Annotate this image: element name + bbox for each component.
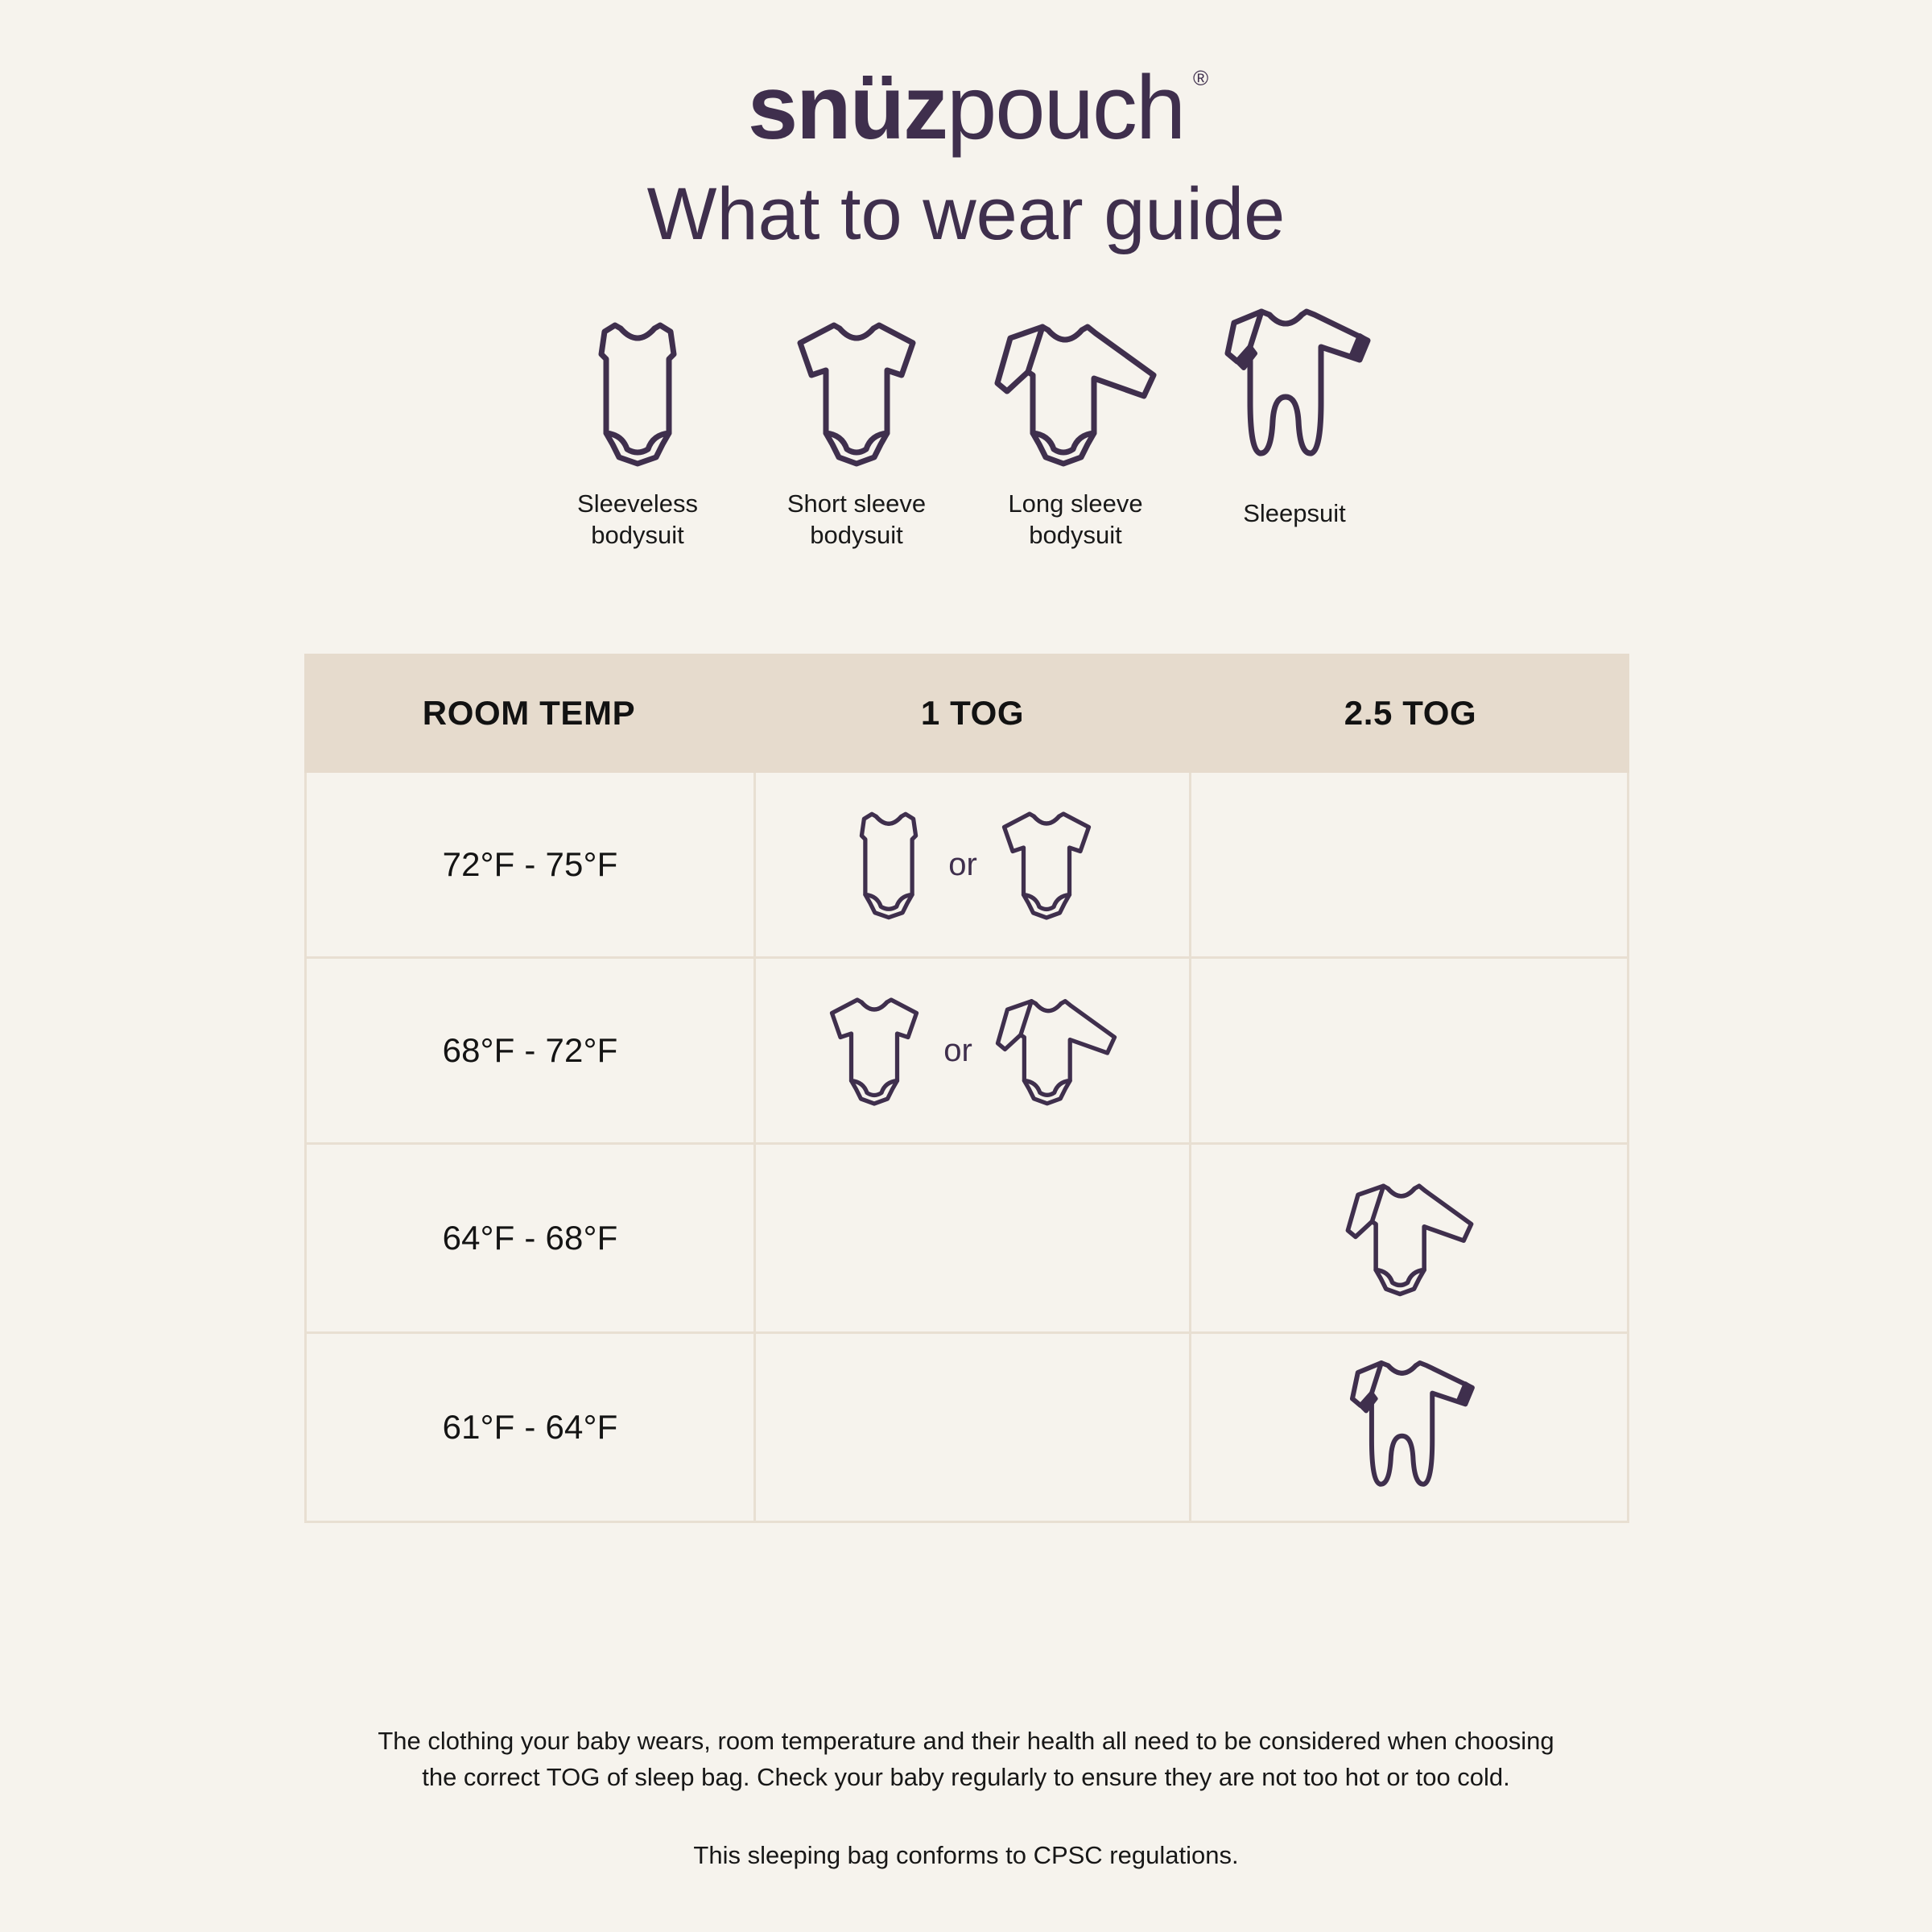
- legend-label: Short sleeve bodysuit: [786, 489, 927, 550]
- short-sleeve-bodysuit-icon: [1001, 811, 1091, 920]
- column-header-room-temp: ROOM TEMP: [422, 694, 636, 732]
- table-header-row: ROOM TEMP 1 TOG 2.5 TOG: [304, 654, 1629, 773]
- tog25-cell: [1191, 1145, 1629, 1331]
- room-temp-cell: 68°F - 72°F: [304, 959, 753, 1142]
- legend-item-sleeveless-bodysuit: Sleeveless bodysuit: [528, 300, 747, 551]
- page-title: What to wear guide: [646, 173, 1286, 255]
- table-row: 61°F - 64°F: [304, 1334, 1629, 1523]
- what-to-wear-table: ROOM TEMP 1 TOG 2.5 TOG 72°F - 75°F or: [304, 654, 1629, 1523]
- temp-range-label: 72°F - 75°F: [442, 845, 618, 883]
- long-sleeve-bodysuit-icon: [1345, 1183, 1473, 1297]
- legend-item-sleepsuit: Sleepsuit: [1185, 300, 1404, 530]
- table-row: 64°F - 68°F: [304, 1145, 1629, 1334]
- short-sleeve-bodysuit-icon: [830, 997, 919, 1106]
- sleepsuit-icon: [1349, 1360, 1475, 1487]
- tog25-cell: [1191, 773, 1629, 956]
- brand-logo: snüzpouch ®: [0, 0, 1932, 153]
- tog1-cell: or: [753, 773, 1191, 956]
- tog25-cell: [1191, 1334, 1629, 1521]
- tog1-cell: [753, 1334, 1191, 1521]
- legend-label: Sleepsuit: [1243, 498, 1346, 527]
- tog1-cell: [753, 1145, 1191, 1331]
- long-sleeve-bodysuit-icon: [983, 300, 1168, 473]
- brand-name-bold: snüz: [747, 57, 948, 158]
- or-separator-label: or: [943, 1032, 972, 1068]
- legend-label: Sleeveless bodysuit: [577, 489, 698, 550]
- sleepsuit-icon: [1210, 300, 1379, 473]
- table-row: 68°F - 72°F or: [304, 959, 1629, 1145]
- garment-legend: Sleeveless bodysuit Short sleeve bodysui…: [0, 300, 1932, 551]
- footer: The clothing your baby wears, room tempe…: [0, 1723, 1932, 1870]
- or-separator-label: or: [948, 846, 977, 882]
- tog25-cell: [1191, 959, 1629, 1142]
- room-temp-cell: 72°F - 75°F: [304, 773, 753, 956]
- long-sleeve-bodysuit-icon: [995, 999, 1117, 1106]
- column-header-2-5-tog: 2.5 TOG: [1344, 694, 1477, 732]
- legend-item-long-sleeve-bodysuit: Long sleeve bodysuit: [966, 300, 1185, 551]
- sleeveless-bodysuit-icon: [859, 811, 919, 920]
- legend-item-short-sleeve-bodysuit: Short sleeve bodysuit: [747, 300, 966, 551]
- table-row: 72°F - 75°F or: [304, 773, 1629, 959]
- short-sleeve-bodysuit-icon: [784, 300, 929, 473]
- legend-label: Long sleeve bodysuit: [1008, 489, 1143, 550]
- temp-range-label: 68°F - 72°F: [442, 1031, 618, 1069]
- temp-range-label: 64°F - 68°F: [442, 1219, 618, 1257]
- tog1-cell: or: [753, 959, 1191, 1142]
- temp-range-label: 61°F - 64°F: [442, 1408, 618, 1446]
- column-header-1-tog: 1 TOG: [920, 694, 1025, 732]
- room-temp-cell: 61°F - 64°F: [304, 1334, 753, 1521]
- room-temp-cell: 64°F - 68°F: [304, 1145, 753, 1331]
- registered-trademark-icon: ®: [1192, 66, 1208, 90]
- footer-compliance: This sleeping bag conforms to CPSC regul…: [693, 1840, 1239, 1869]
- sleeveless-bodysuit-icon: [577, 300, 698, 473]
- footer-note: The clothing your baby wears, room tempe…: [378, 1727, 1554, 1792]
- brand-wordmark: snüzpouch ®: [748, 63, 1208, 153]
- brand-name-light: pouch: [946, 57, 1186, 158]
